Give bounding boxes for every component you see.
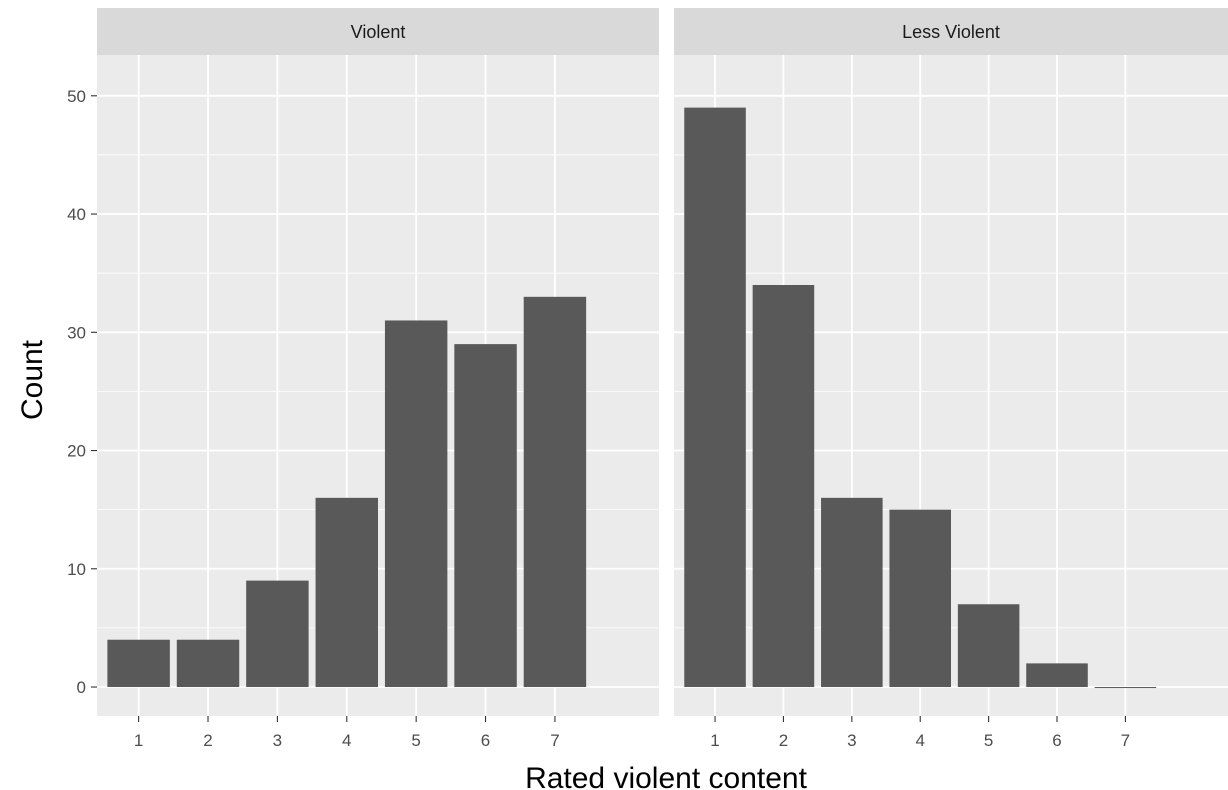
y-axis-title: Count — [16, 339, 49, 420]
facet-panel: 1 2 3 4 5 6 7 Less Violent — [674, 8, 1228, 750]
bar — [684, 107, 746, 688]
x-tick-label: 6 — [1052, 731, 1061, 750]
y-tick-label: 50 — [67, 87, 86, 106]
bar — [384, 320, 448, 688]
bar — [1094, 687, 1157, 689]
bar — [957, 604, 1020, 688]
bar — [176, 639, 240, 688]
facet-strip-label: Less Violent — [902, 22, 1000, 42]
x-tick-label: 4 — [915, 731, 924, 750]
bar — [523, 296, 587, 688]
x-tick-label: 1 — [134, 731, 143, 750]
y-tick-label: 0 — [77, 678, 86, 697]
bar — [821, 497, 883, 688]
bar — [752, 284, 815, 688]
x-tick-label: 2 — [203, 731, 212, 750]
bar — [889, 509, 951, 688]
bar — [1026, 663, 1088, 688]
y-tick-label: 40 — [67, 205, 86, 224]
y-tick-label: 10 — [67, 560, 86, 579]
y-tick-label: 20 — [67, 442, 86, 461]
facets: 1 2 3 4 5 6 7 Violent 1 2 3 4 5 6 7 Less Violent — [97, 8, 1228, 750]
x-tick-label: 3 — [273, 731, 282, 750]
x-tick-label: 2 — [779, 731, 788, 750]
bar — [454, 344, 517, 688]
x-tick-label: 7 — [1121, 731, 1130, 750]
y-tick-label: 30 — [67, 323, 86, 342]
x-tick-label: 1 — [710, 731, 719, 750]
facet-strip-label: Violent — [351, 22, 406, 42]
y-axis: 0 10 20 30 40 50 — [67, 87, 97, 697]
x-tick-label: 4 — [342, 731, 351, 750]
bar — [315, 497, 378, 688]
x-tick-label: 5 — [411, 731, 420, 750]
x-tick-label: 5 — [984, 731, 993, 750]
x-axis-title: Rated violent content — [525, 762, 808, 790]
facet-panel: 1 2 3 4 5 6 7 Violent — [97, 8, 659, 750]
x-tick-label: 7 — [550, 731, 559, 750]
x-tick-label: 3 — [847, 731, 856, 750]
bar — [246, 580, 309, 688]
facet-strip — [97, 8, 659, 55]
facet-strip — [674, 8, 1228, 55]
bar — [107, 639, 170, 688]
x-tick-label: 6 — [481, 731, 490, 750]
